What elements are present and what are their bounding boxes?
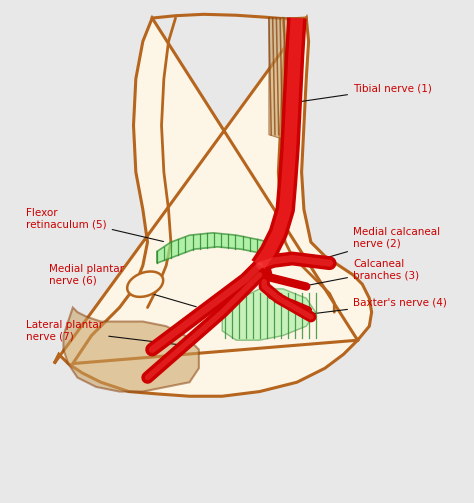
Text: Medial calcaneal
nerve (2): Medial calcaneal nerve (2) (318, 227, 440, 260)
Text: Baxter's nerve (4): Baxter's nerve (4) (309, 298, 447, 314)
Polygon shape (64, 307, 199, 391)
Ellipse shape (127, 272, 163, 297)
Polygon shape (269, 18, 299, 144)
Text: Medial plantar
nerve (6): Medial plantar nerve (6) (49, 264, 196, 307)
Polygon shape (54, 18, 372, 396)
Polygon shape (157, 233, 278, 263)
Text: Calcaneal
branches (3): Calcaneal branches (3) (304, 260, 419, 286)
Text: Lateral plantar
nerve (7): Lateral plantar nerve (7) (26, 320, 177, 345)
Polygon shape (222, 289, 316, 340)
Text: Tibial nerve (1): Tibial nerve (1) (300, 83, 432, 102)
Text: Flexor
retinaculum (5): Flexor retinaculum (5) (26, 208, 164, 241)
